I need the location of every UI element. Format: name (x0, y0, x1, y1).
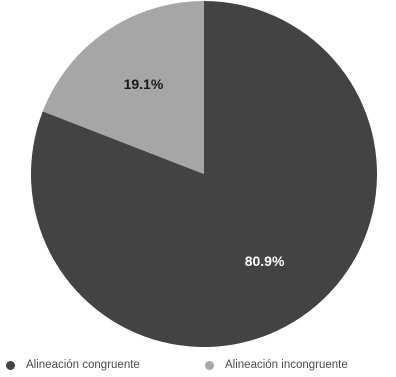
slice-label-incongruente: 19.1% (124, 76, 164, 92)
legend-label-congruente: Alineación congruente (26, 359, 140, 371)
chart-legend: Alineación congruente Alineación incongr… (0, 355, 396, 375)
legend-marker-congruente (6, 360, 15, 370)
legend-item-congruente[interactable]: Alineación congruente (6, 355, 140, 375)
legend-marker-incongruente (205, 360, 214, 370)
legend-label-incongruente: Alineación incongruente (225, 359, 348, 371)
slice-label-congruente: 80.9% (245, 253, 285, 269)
pie-slice-incongruente[interactable] (42, 1, 205, 174)
legend-item-incongruente[interactable]: Alineación incongruente (205, 355, 348, 375)
